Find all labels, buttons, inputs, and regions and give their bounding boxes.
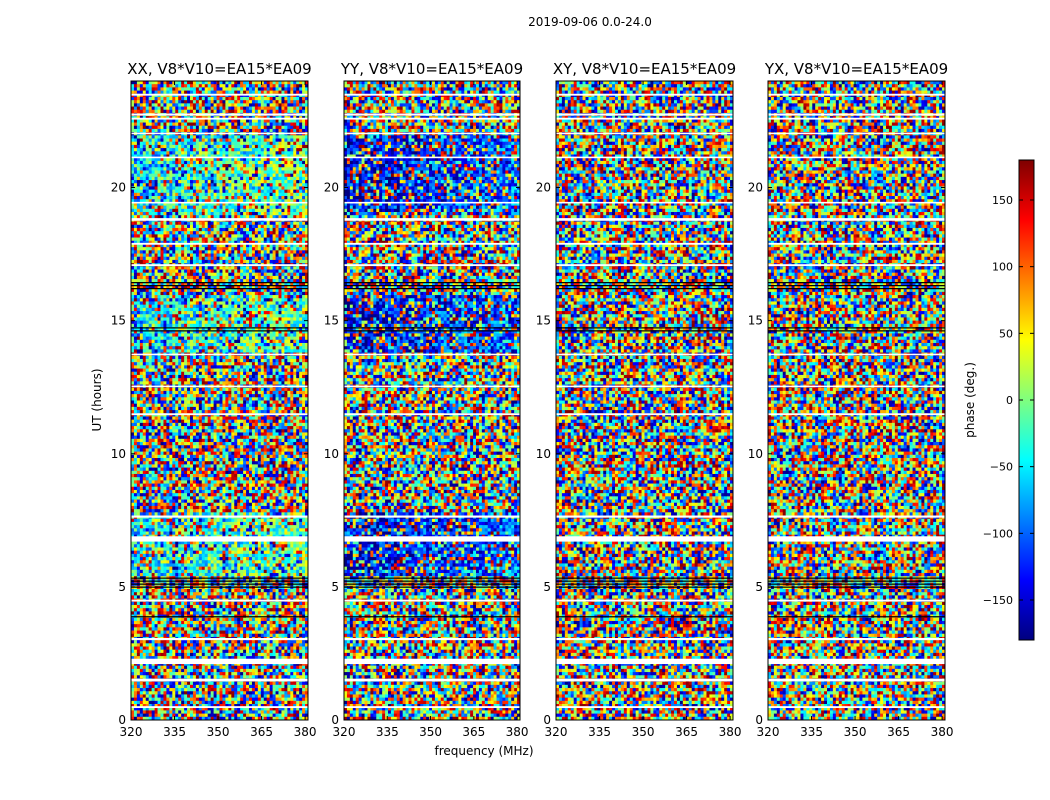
panel-frame <box>130 80 309 721</box>
x-tick-label: 365 <box>250 725 273 739</box>
panel-frame <box>767 80 946 721</box>
x-tick-label: 320 <box>333 725 356 739</box>
phase-image <box>344 81 520 720</box>
y-tick-label: 5 <box>331 580 339 594</box>
y-tick-label: 10 <box>111 447 126 461</box>
y-tick-label: 0 <box>331 713 339 727</box>
x-tick-label: 335 <box>588 725 611 739</box>
panels: XX, V8*V10=EA15*EA09 320 335 350 365 380 0 5 10 1… <box>111 60 954 739</box>
panel-frame <box>555 80 734 721</box>
y-tick-label: 10 <box>324 447 339 461</box>
x-tick-label: 365 <box>462 725 485 739</box>
y-axis-label: UT (hours) <box>90 368 104 431</box>
y-tick-label: 0 <box>543 713 551 727</box>
y-tick-label: 0 <box>118 713 126 727</box>
x-tick-label: 380 <box>506 725 529 739</box>
y-tick-label: 15 <box>111 314 126 328</box>
y-tick-label: 0 <box>755 713 763 727</box>
x-tick-label: 365 <box>887 725 910 739</box>
x-tick-label: 380 <box>294 725 317 739</box>
x-tick-label: 365 <box>675 725 698 739</box>
panel-3: YX, V8*V10=EA15*EA09 320 335 350 365 380 0 5 10 1… <box>748 60 954 739</box>
phase-image <box>131 81 308 720</box>
y-tick-label: 5 <box>543 580 551 594</box>
colorbar-tick-label: 0 <box>1006 394 1013 407</box>
phase-image <box>768 81 945 720</box>
panel-title: YX, V8*V10=EA15*EA09 <box>764 60 948 78</box>
colorbar-tick-label: −100 <box>983 527 1013 540</box>
colorbar-ticks: 150 100 50 0 −50 −100 −150 <box>983 194 1034 607</box>
x-axis-label: frequency (MHz) <box>434 744 533 758</box>
x-tick-label: 335 <box>376 725 399 739</box>
y-tick-label: 10 <box>536 447 551 461</box>
x-tick-label: 380 <box>931 725 954 739</box>
figure-suptitle: 2019-09-06 0.0-24.0 <box>528 15 652 29</box>
y-tick-label: 20 <box>111 181 126 195</box>
y-tick-label: 10 <box>748 447 763 461</box>
x-tick-label: 335 <box>800 725 823 739</box>
y-tick-label: 20 <box>324 181 339 195</box>
x-tick-label: 320 <box>545 725 568 739</box>
colorbar-tick-label: −50 <box>990 461 1013 474</box>
colorbar-tick-label: 50 <box>999 327 1013 340</box>
phase-image <box>556 81 733 720</box>
x-tick-label: 320 <box>120 725 143 739</box>
colorbar: 150 100 50 0 −50 −100 −150 phase (deg.) <box>963 159 1035 641</box>
panel-title: YY, V8*V10=EA15*EA09 <box>340 60 523 78</box>
colorbar-tick-label: 100 <box>992 261 1013 274</box>
x-tick-label: 320 <box>757 725 780 739</box>
panel-0: XX, V8*V10=EA15*EA09 320 335 350 365 380 0 5 10 1… <box>111 60 317 739</box>
colorbar-tick-label: 150 <box>992 194 1013 207</box>
x-tick-label: 335 <box>163 725 186 739</box>
x-tick-label: 350 <box>207 725 230 739</box>
panel-2: XY, V8*V10=EA15*EA09 320 335 350 365 380 0 5 10 1… <box>536 60 742 739</box>
x-tick-label: 380 <box>719 725 742 739</box>
y-tick-label: 20 <box>536 181 551 195</box>
y-tick-label: 15 <box>324 314 339 328</box>
panel-title: XX, V8*V10=EA15*EA09 <box>127 60 311 78</box>
colorbar-label: phase (deg.) <box>963 362 977 438</box>
panel-1: YY, V8*V10=EA15*EA09 320 335 350 365 380 0 5 10 1… <box>324 60 529 739</box>
colorbar-tick-label: −150 <box>983 594 1013 607</box>
y-tick-label: 15 <box>748 314 763 328</box>
y-tick-label: 5 <box>118 580 126 594</box>
panel-title: XY, V8*V10=EA15*EA09 <box>553 60 736 78</box>
x-tick-label: 350 <box>632 725 655 739</box>
panel-frame <box>343 80 521 721</box>
y-tick-label: 15 <box>536 314 551 328</box>
x-tick-label: 350 <box>844 725 867 739</box>
y-tick-label: 20 <box>748 181 763 195</box>
x-tick-label: 350 <box>419 725 442 739</box>
y-tick-label: 5 <box>755 580 763 594</box>
